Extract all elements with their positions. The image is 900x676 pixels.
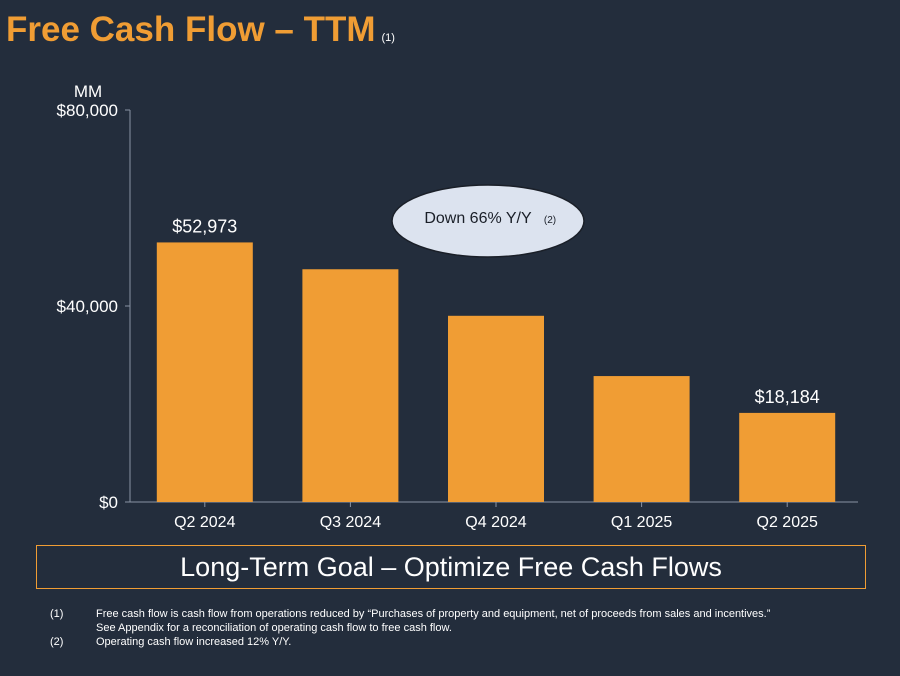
data-label: $18,184: [755, 387, 820, 407]
footnote-number: (1): [50, 608, 64, 620]
footnote-line: Free cash flow is cash flow from operati…: [96, 608, 771, 620]
footnote-number: (2): [50, 636, 64, 648]
x-tick-label: Q1 2025: [611, 514, 672, 531]
bar: [156, 242, 253, 502]
y-unit-label: MM: [74, 82, 102, 101]
title-footnote-marker: (1): [381, 32, 395, 44]
page-title: Free Cash Flow – TTM (1): [6, 10, 395, 50]
callout-footnote: (2): [544, 215, 556, 226]
callout: Down 66% Y/Y (2): [391, 184, 585, 258]
bar-chart: MM $0 $40,000 $80,000 Q2 2024 $52,973 Q3 2024 Q…: [57, 82, 858, 531]
x-tick-label: Q3 2024: [320, 514, 381, 531]
callout-ellipse: [391, 184, 585, 258]
callout-text: Down 66% Y/Y: [424, 210, 532, 227]
title-text: Free Cash Flow – TTM: [6, 10, 376, 49]
footnote-line: Operating cash flow increased 12% Y/Y.: [96, 636, 292, 648]
x-tick-label: Q2 2025: [757, 514, 818, 531]
footnotes: (1) Free cash flow is cash flow from ope…: [50, 607, 770, 649]
y-tick-label: $80,000: [57, 101, 118, 120]
footnote-line: See Appendix for a reconciliation of ope…: [96, 622, 452, 634]
x-tick-label: Q4 2024: [465, 514, 526, 531]
bar: [448, 315, 544, 502]
footnote-2: (2) Operating cash flow increased 12% Y/…: [50, 635, 770, 649]
data-label: $52,973: [172, 216, 237, 236]
chart-bars: [156, 242, 836, 502]
goal-banner: Long-Term Goal – Optimize Free Cash Flow…: [36, 545, 866, 589]
y-tick-label: $40,000: [57, 297, 118, 316]
bar: [739, 412, 836, 502]
footnote-1: (1) Free cash flow is cash flow from ope…: [50, 607, 770, 635]
y-tick-label: $0: [99, 493, 118, 512]
x-tick-label: Q2 2024: [174, 514, 235, 531]
chart-labels: MM $0 $40,000 $80,000 Q2 2024 $52,973 Q3 2024 Q…: [57, 82, 820, 531]
bar: [302, 269, 399, 502]
bar: [593, 376, 690, 502]
